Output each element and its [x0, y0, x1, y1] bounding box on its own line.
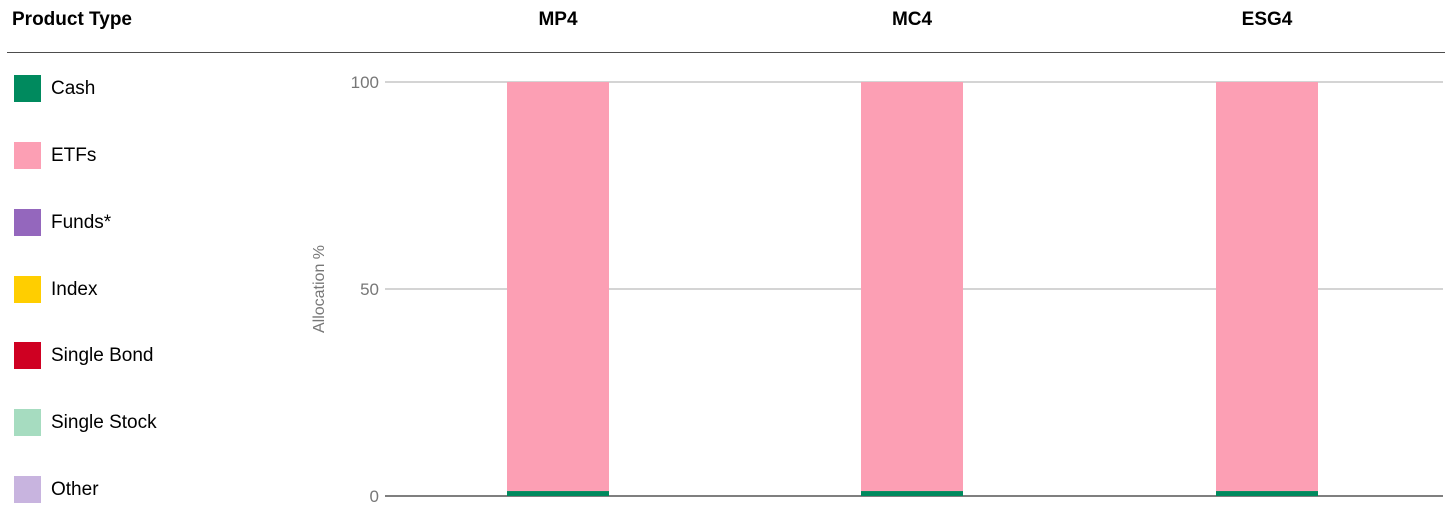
- legend-swatch-index: [14, 276, 41, 303]
- legend-item-etfs[interactable]: ETFs: [14, 142, 96, 169]
- legend-label: Other: [51, 479, 99, 500]
- column-header-mc4: MC4: [891, 9, 933, 30]
- legend-label: Cash: [51, 78, 96, 99]
- legend-swatch-other: [14, 476, 41, 503]
- legend-swatch-funds: [14, 209, 41, 236]
- legend-item-single-bond[interactable]: Single Bond: [14, 342, 153, 369]
- legend-swatch-single-bond: [14, 342, 41, 369]
- bar-segment-esg4-etfs: [1216, 82, 1318, 492]
- legend-swatch-etfs: [14, 142, 41, 169]
- column-header-mp4: MP4: [538, 9, 578, 30]
- legend-label: Single Bond: [51, 345, 154, 366]
- legend-label: Index: [51, 279, 98, 300]
- bar-segment-mc4-etfs: [861, 82, 963, 492]
- bar-segment-mp4-cash: [507, 491, 609, 496]
- legend-label: Single Stock: [51, 412, 157, 433]
- y-tick-label: 100: [351, 73, 379, 92]
- bar-segment-mc4-cash: [861, 491, 963, 496]
- legend-item-single-stock[interactable]: Single Stock: [14, 409, 157, 436]
- header-divider: [7, 52, 1445, 53]
- legend-swatch-single-stock: [14, 409, 41, 436]
- y-tick-label: 50: [360, 280, 379, 299]
- legend-swatch-cash: [14, 75, 41, 102]
- legend-label: ETFs: [51, 145, 97, 166]
- legend-item-index[interactable]: Index: [14, 276, 97, 303]
- legend-label: Funds*: [51, 212, 112, 233]
- legend-item-funds[interactable]: Funds*: [14, 209, 111, 236]
- bar-segment-mp4-etfs: [507, 82, 609, 492]
- legend-item-other[interactable]: Other: [14, 476, 99, 503]
- legend-item-cash[interactable]: Cash: [14, 75, 95, 102]
- y-axis-label: Allocation %: [311, 245, 328, 333]
- bar-segment-esg4-cash: [1216, 491, 1318, 496]
- y-tick-label: 0: [370, 487, 379, 506]
- column-header-esg4: ESG4: [1241, 9, 1293, 30]
- product-type-heading: Product Type: [12, 9, 132, 30]
